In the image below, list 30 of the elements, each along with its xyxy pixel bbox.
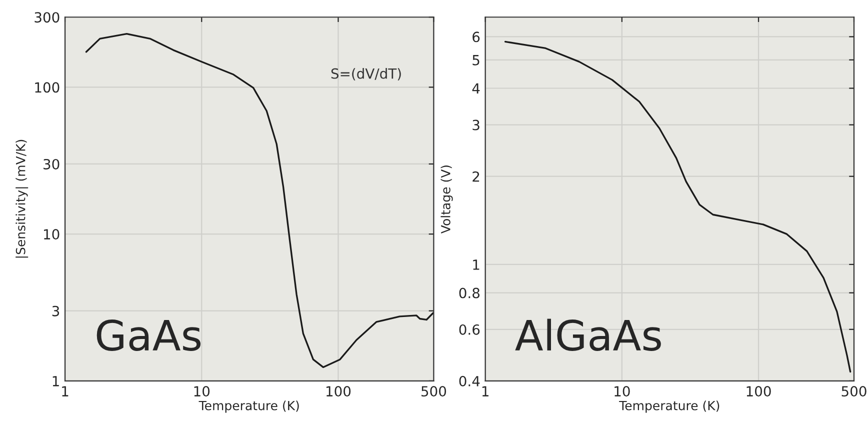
annotation: GaAs	[96, 320, 201, 352]
y-tick-label: 10	[44, 229, 60, 240]
y-tick-label: 300	[34, 12, 60, 23]
x-tick-label: 500	[422, 386, 446, 397]
y-tick-label: 4	[472, 83, 480, 94]
y-tick-label: 6	[472, 32, 480, 42]
y-tick-label: 100	[35, 82, 60, 93]
y-tick-label: 3	[472, 120, 480, 130]
y-tick-label: 0.6	[459, 324, 480, 335]
y-tick-label: 5	[472, 55, 480, 66]
x-tick-label: 500	[842, 386, 866, 397]
y-tick-label: 1	[52, 376, 59, 386]
x-axis-title: Temperature (K)	[619, 400, 720, 413]
x-tick-label: 100	[326, 386, 351, 397]
annotation: AlGaAs	[515, 318, 661, 352]
y-tick-label: 1	[473, 260, 480, 270]
x-tick-label: 1	[62, 386, 68, 396]
y-tick-label: 3	[52, 306, 60, 316]
y-tick-label: 2	[472, 171, 480, 182]
x-tick-label: 100	[746, 386, 771, 397]
annotation: S=(dV/dT)	[331, 68, 401, 80]
y-tick-label: 0.8	[459, 288, 480, 298]
x-tick-label: 10	[614, 386, 630, 397]
x-tick-label: 1	[482, 386, 488, 396]
y-tick-label: 0.4	[459, 376, 480, 386]
x-axis-title: Temperature (K)	[198, 400, 299, 413]
y-axis-title: Voltage (V)	[440, 166, 453, 234]
y-axis-title: |Sensitivity| (mV/K)	[16, 140, 28, 258]
y-tick-label: 30	[44, 158, 60, 170]
x-tick-label: 10	[194, 386, 210, 397]
